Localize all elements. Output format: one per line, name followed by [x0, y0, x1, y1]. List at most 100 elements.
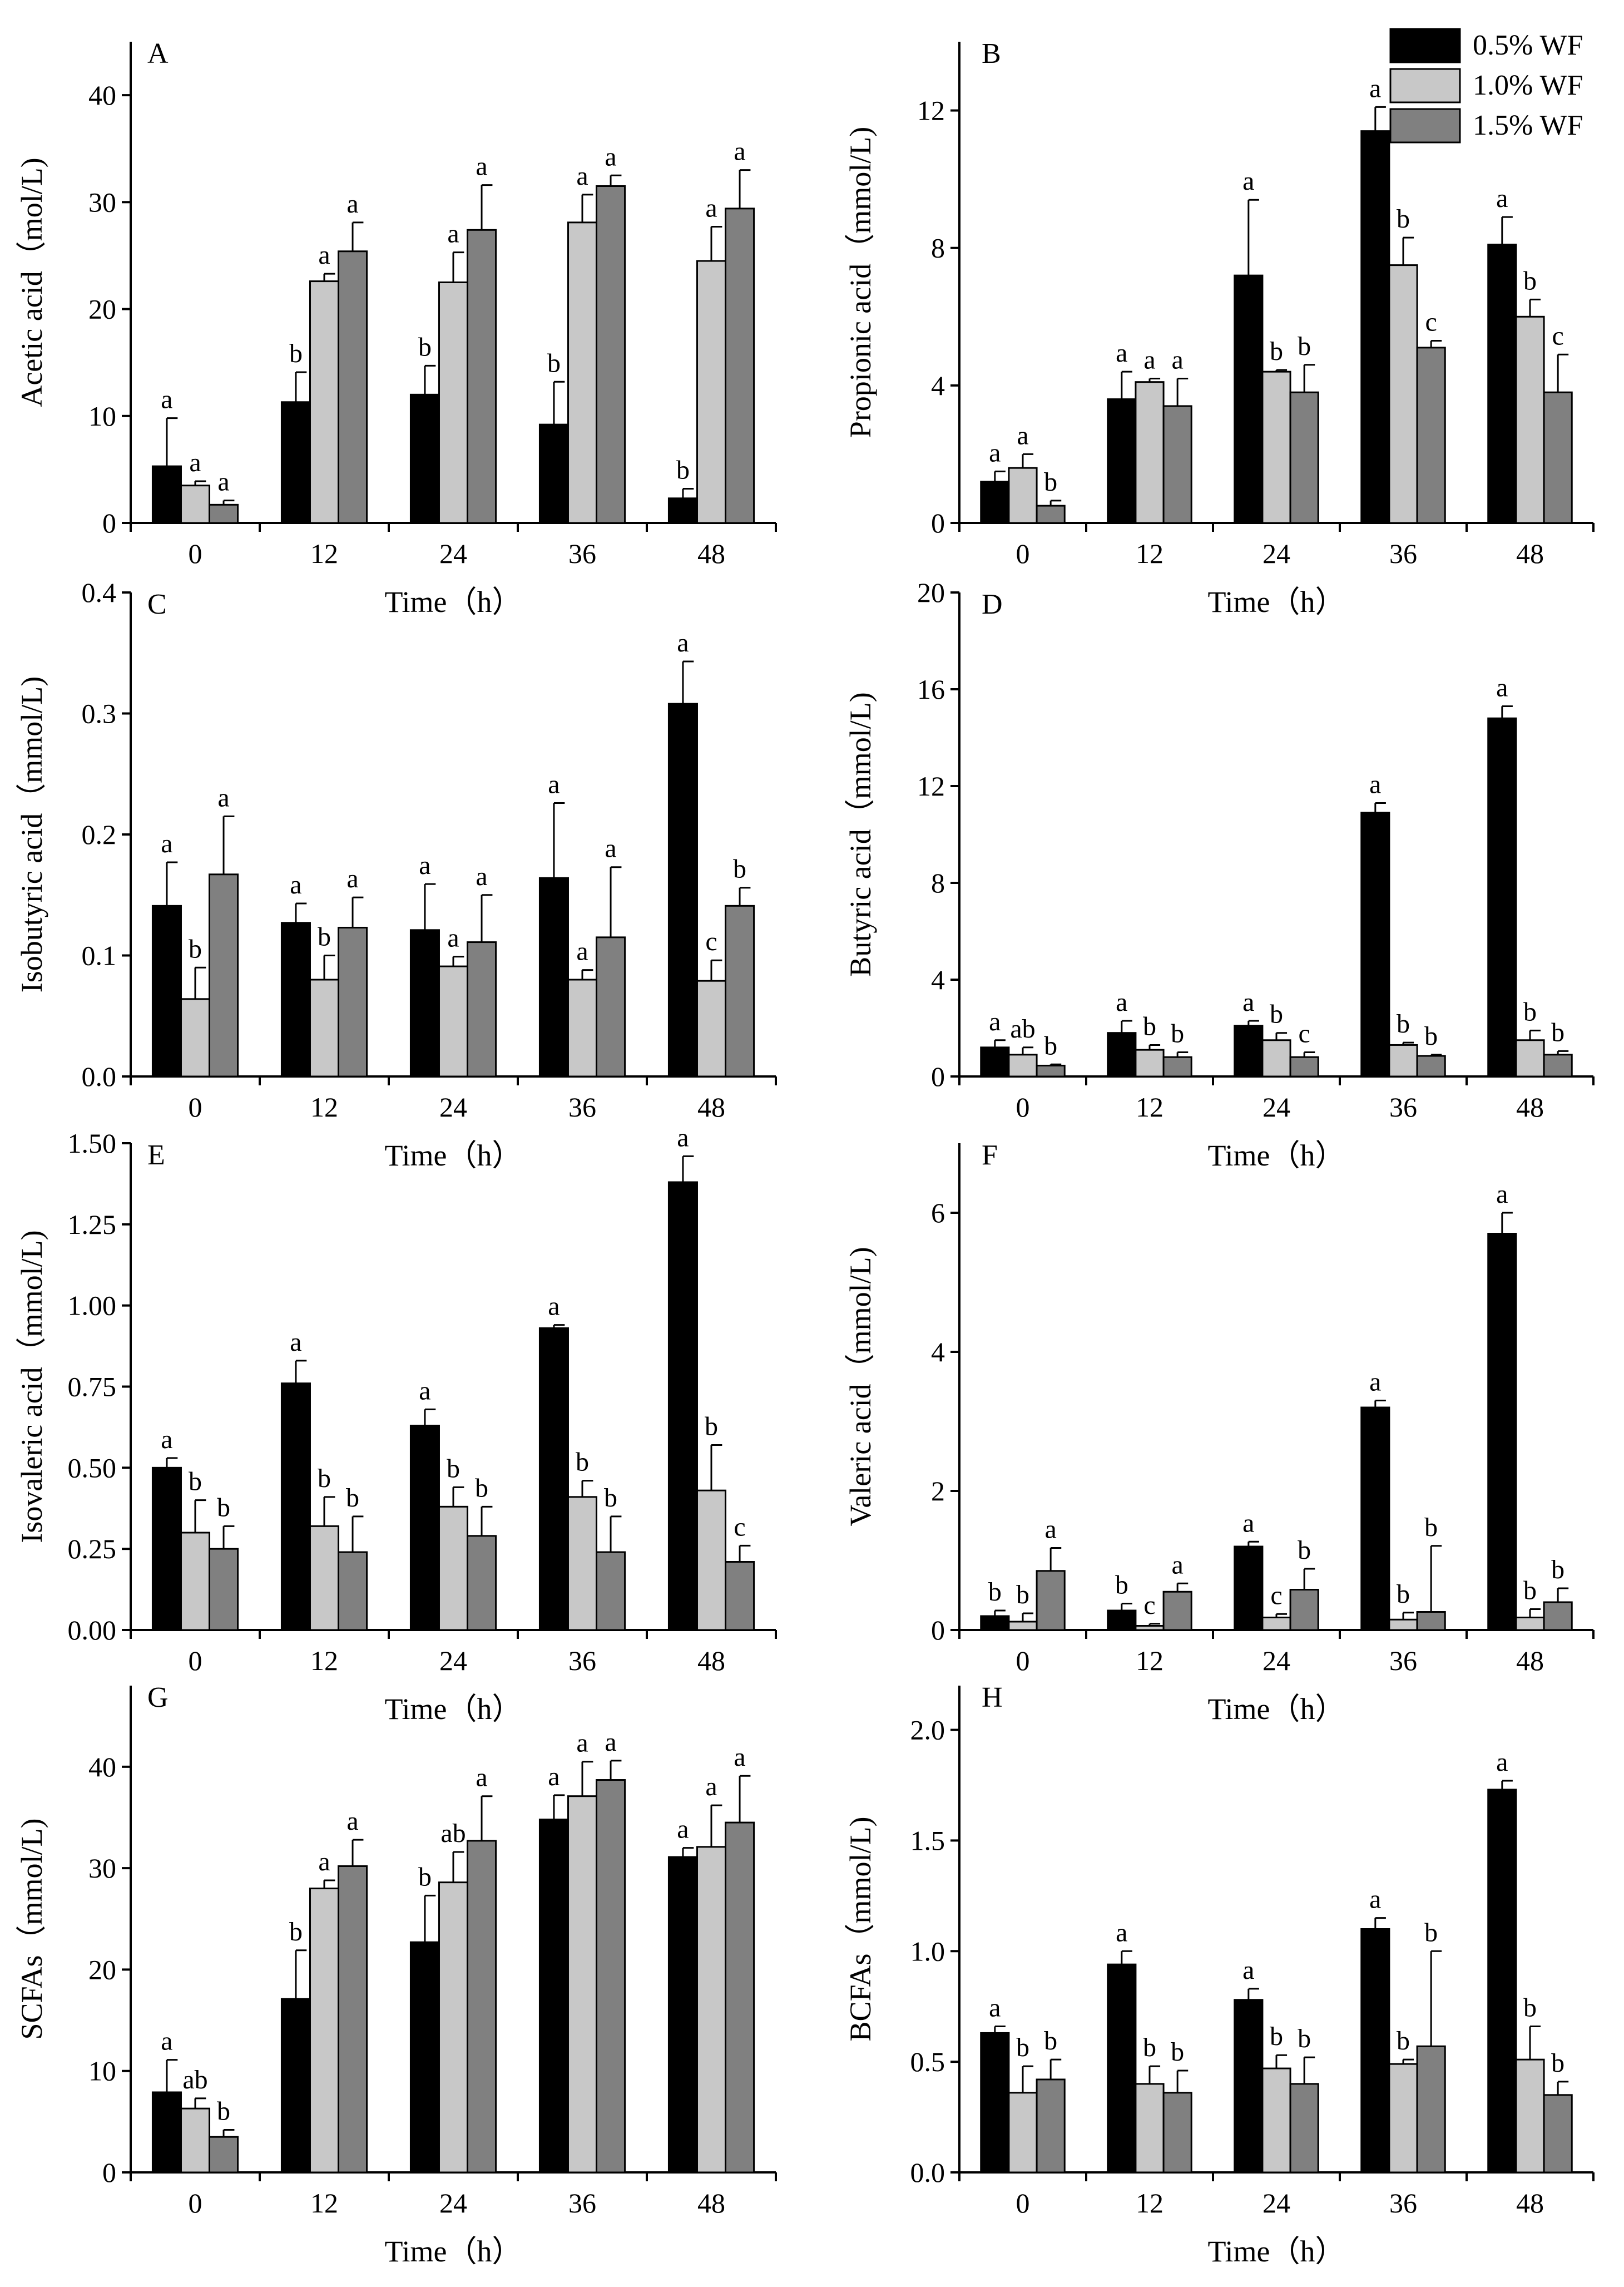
x-tick-label: 0 [1016, 2187, 1030, 2219]
significance-label: a [1242, 1955, 1254, 1985]
bar [1360, 130, 1390, 524]
significance-label: ab [440, 1819, 466, 1848]
bar [180, 998, 211, 1078]
significance-label: a [161, 829, 172, 858]
significance-label: b [418, 332, 432, 362]
y-tick-label: 30 [88, 1853, 116, 1884]
significance-label: a [1242, 166, 1254, 196]
bar [1008, 1621, 1038, 1631]
x-tick-label: 24 [1262, 1645, 1290, 1676]
significance-label: b [1270, 337, 1283, 366]
y-tick-label: 0.00 [68, 1614, 117, 1646]
bar [567, 979, 598, 1078]
bar [280, 401, 311, 524]
bar [209, 873, 239, 1078]
x-tick-label: 24 [439, 538, 467, 569]
bar [1036, 505, 1066, 524]
y-axis-title: Acetic acid（mol/L) [15, 157, 48, 407]
significance-label: b [1016, 1580, 1029, 1609]
significance-label: b [1397, 204, 1410, 234]
significance-label: b [289, 1917, 303, 1947]
y-tick-label: 0 [931, 1614, 945, 1646]
significance-label: a [476, 1763, 487, 1792]
panel-letter: D [982, 589, 1003, 620]
x-tick-label: 12 [1136, 1091, 1163, 1123]
bar [467, 1535, 497, 1631]
x-tick-label: 0 [1016, 1091, 1030, 1123]
x-tick-label: 12 [1136, 2187, 1163, 2219]
significance-label: b [1298, 332, 1311, 361]
y-tick-label: 1.5 [910, 1825, 945, 1856]
significance-label: b [1016, 2033, 1029, 2062]
significance-label: b [318, 922, 331, 952]
bar [1234, 1025, 1264, 1078]
bar [1515, 2058, 1545, 2174]
bar [567, 221, 598, 524]
significance-label: c [1143, 1590, 1155, 1620]
x-tick-label: 36 [568, 538, 596, 569]
bar [696, 1846, 727, 2174]
y-tick-label: 0.75 [68, 1371, 117, 1402]
panel-g: 0 10 20 30 40 0 12 24 36 48 Time（h） SCFAs（mmol/L) Ga… [15, 1682, 777, 2268]
significance-label: a [346, 864, 358, 893]
bar [1416, 2045, 1446, 2174]
bar [280, 922, 311, 1078]
y-tick-label: 8 [931, 233, 945, 264]
bar [667, 703, 698, 1078]
significance-label: a [476, 862, 487, 891]
significance-label: a [161, 1425, 172, 1454]
bar [1234, 274, 1264, 524]
y-tick-label: 12 [917, 95, 945, 126]
bar [1487, 717, 1517, 1078]
significance-label: a [576, 937, 588, 966]
bar [409, 1425, 440, 1631]
significance-label: c [1425, 308, 1437, 337]
bar [1261, 2067, 1291, 2174]
y-tick-label: 0.0 [82, 1061, 117, 1092]
y-tick-label: 0 [931, 507, 945, 539]
bar [1036, 2078, 1066, 2174]
significance-label: b [1523, 997, 1537, 1026]
bar [980, 1615, 1010, 1631]
x-tick-label: 24 [1262, 2187, 1290, 2219]
bar [1036, 1064, 1066, 1078]
panel-letter: C [147, 589, 167, 620]
significance-label: a [1242, 1508, 1254, 1538]
bar [438, 1881, 469, 2174]
bar [1261, 371, 1291, 524]
bar [696, 980, 727, 1078]
x-tick-label: 12 [1136, 538, 1163, 569]
y-tick-label: 40 [88, 80, 116, 111]
significance-label: a [419, 1376, 430, 1405]
significance-label: b [1397, 2026, 1410, 2056]
panel-e: 0.00 0.25 0.50 0.75 1.00 1.25 1.50 0 12 24 36 48 Tim… [15, 1123, 777, 1726]
significance-label: b [988, 1577, 1002, 1607]
significance-label: a [1496, 184, 1508, 213]
bar [1515, 315, 1545, 524]
x-tick-label: 48 [1516, 538, 1544, 569]
y-tick-label: 0 [102, 2157, 116, 2188]
bar [1162, 1590, 1192, 1631]
y-axis-title: Propionic acid（mmol/L) [844, 127, 877, 438]
y-tick-label: 20 [88, 1954, 116, 1985]
significance-label: b [1270, 2022, 1283, 2051]
bar [1388, 1618, 1418, 1631]
significance-label: b [189, 934, 202, 964]
bar [1008, 1054, 1038, 1078]
x-tick-label: 0 [1016, 1645, 1030, 1676]
bar [1416, 1055, 1446, 1078]
y-tick-label: 1.00 [68, 1290, 117, 1321]
significance-label: b [1044, 2026, 1057, 2056]
y-tick-label: 1.25 [68, 1209, 117, 1240]
significance-label: a [1369, 1885, 1381, 1914]
bar [667, 497, 698, 524]
significance-label: a [1116, 1918, 1127, 1947]
significance-label: a [705, 1772, 717, 1801]
x-tick-label: 48 [1516, 1091, 1544, 1123]
bar [567, 1795, 598, 2174]
bar [667, 1856, 698, 2174]
bar [725, 1561, 755, 1631]
x-tick-label: 12 [310, 538, 338, 569]
significance-label: a [734, 1742, 745, 1772]
